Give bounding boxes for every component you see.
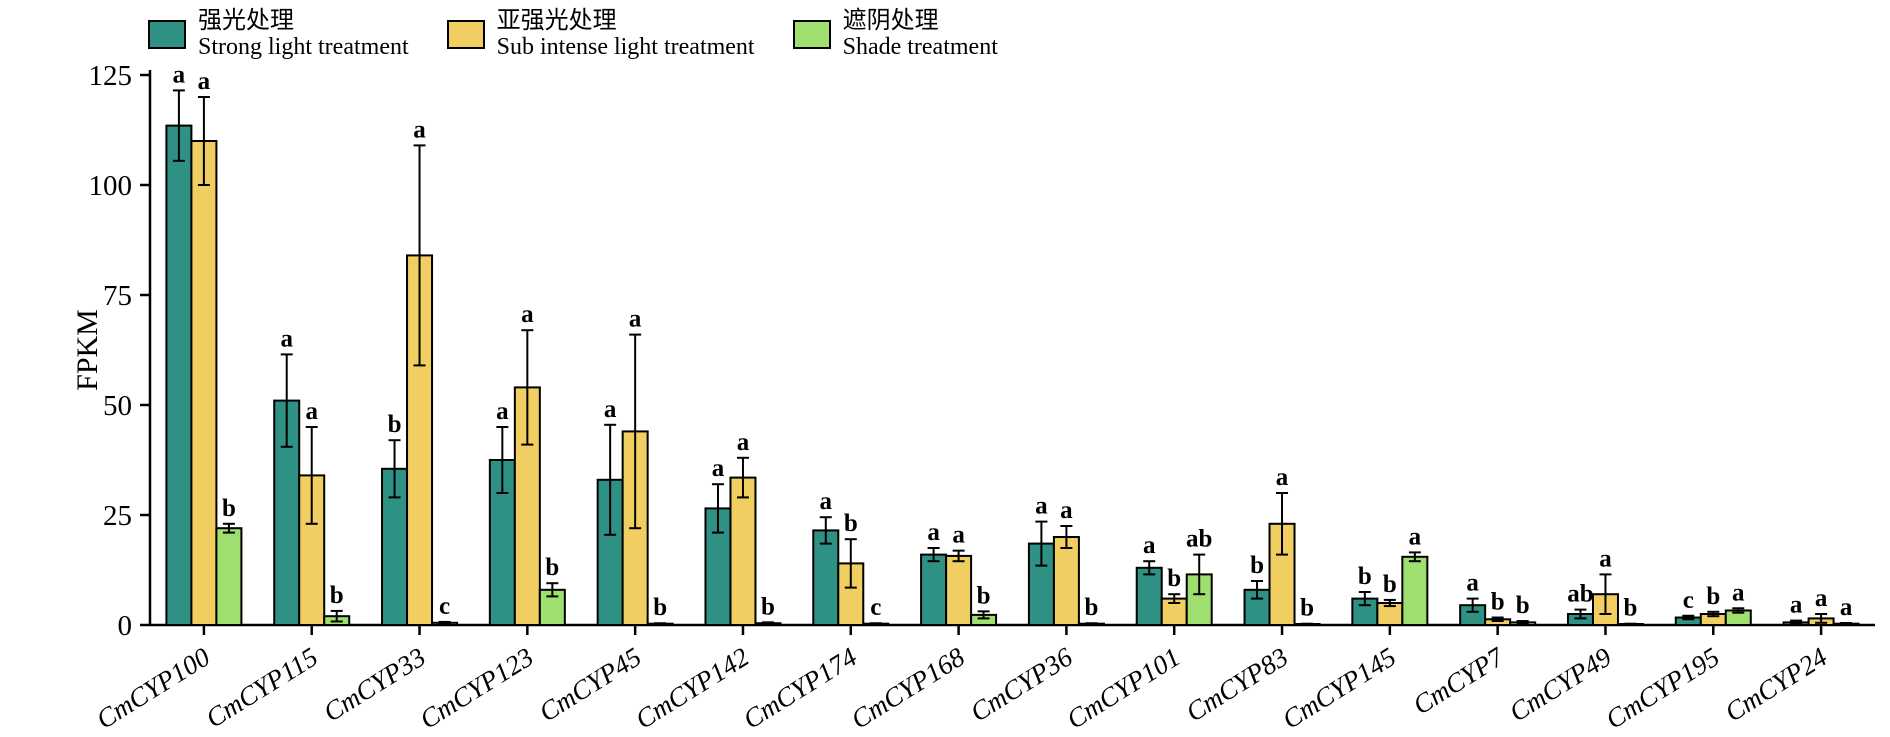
sig-letter: b — [1250, 552, 1264, 579]
sig-letter: a — [604, 396, 617, 423]
legend-label-strong-light-en: Strong light treatment — [198, 34, 409, 61]
sig-letter: a — [1599, 545, 1612, 572]
sig-letter: a — [1143, 532, 1156, 559]
x-tick-label: CmCYP145 — [1277, 642, 1401, 735]
x-tick-label: CmCYP36 — [965, 641, 1078, 727]
sig-letter: a — [737, 429, 750, 456]
sig-letter: c — [870, 594, 881, 621]
legend-item-sub-intense-light: 亚强光处理 Sub intense light treatment — [446, 8, 755, 61]
sig-letter: ab — [1186, 526, 1212, 553]
sig-letter: b — [1491, 589, 1505, 616]
legend-item-strong-light: 强光处理 Strong light treatment — [148, 8, 409, 61]
legend-label-sub-intense-light-zh: 亚强光处理 — [496, 8, 617, 34]
x-tick-label: CmCYP142 — [630, 642, 754, 735]
sig-letter: a — [1840, 594, 1853, 621]
bar — [190, 140, 218, 626]
bar — [165, 124, 193, 626]
x-tick-label: CmCYP101 — [1061, 642, 1185, 735]
bar — [1135, 566, 1163, 626]
bar — [215, 527, 243, 627]
sig-letter: a — [173, 61, 186, 88]
y-axis-label: FPKM — [71, 309, 104, 391]
x-tick-label: CmCYP83 — [1181, 642, 1294, 728]
sig-letter: a — [1060, 497, 1073, 524]
sig-letter: c — [1683, 587, 1694, 614]
sig-letter: b — [1358, 563, 1372, 590]
x-tick-label: CmCYP195 — [1600, 642, 1724, 735]
sig-letter: b — [1383, 571, 1397, 598]
sig-letter: b — [844, 510, 858, 537]
bar — [1401, 555, 1429, 626]
legend-label-shade-zh: 遮阴处理 — [842, 8, 939, 34]
y-tick-label: 125 — [89, 60, 133, 92]
y-tick-label: 0 — [118, 610, 133, 642]
x-tick-label: CmCYP7 — [1408, 641, 1510, 721]
x-tick-label: CmCYP49 — [1504, 641, 1617, 727]
sig-letter: b — [1300, 595, 1314, 622]
legend-item-shade: 遮阴处理 Shade treatment — [792, 8, 998, 61]
sig-letter: a — [712, 455, 725, 482]
sig-letter: a — [1732, 579, 1745, 606]
sig-letter: c — [439, 593, 450, 620]
sig-letter: a — [820, 488, 833, 515]
bar — [920, 553, 948, 626]
y-tick-label: 100 — [89, 170, 133, 202]
x-tick-label: CmCYP123 — [414, 642, 538, 735]
legend-label-sub-intense-light: 亚强光处理 Sub intense light treatment — [497, 8, 755, 61]
sig-letter: a — [952, 522, 965, 549]
y-tick-label: 25 — [103, 500, 132, 532]
sig-letter: a — [1815, 585, 1828, 612]
sig-letter: b — [222, 495, 236, 522]
sig-letter: b — [1624, 595, 1638, 622]
sig-letter: a — [1466, 570, 1479, 597]
legend-swatch-strong-light-icon — [148, 19, 186, 49]
sig-letter: b — [1516, 592, 1530, 619]
x-tick-label: CmCYP33 — [318, 642, 431, 728]
sig-letter: b — [1706, 583, 1720, 610]
legend-label-sub-intense-light-en: Sub intense light treatment — [496, 34, 755, 61]
sig-letter: a — [496, 398, 509, 425]
sig-letter: a — [629, 306, 642, 333]
sig-letter: a — [1790, 592, 1803, 619]
legend-label-shade: 遮阴处理 Shade treatment — [843, 8, 998, 61]
legend-label-shade-en: Shade treatment — [842, 34, 998, 61]
sig-letter: a — [280, 325, 293, 352]
sig-letter: b — [545, 554, 559, 581]
y-tick-label: 75 — [103, 280, 132, 312]
legend-swatch-sub-intense-light-icon — [446, 19, 485, 49]
bar — [945, 554, 973, 626]
legend-swatch-shade-icon — [792, 19, 831, 49]
sig-letter: a — [198, 68, 211, 95]
x-tick-label: CmCYP174 — [738, 642, 862, 735]
bar — [812, 529, 840, 627]
sig-letter: b — [330, 582, 344, 609]
sig-letter: b — [1084, 594, 1098, 621]
sig-letter: b — [388, 411, 402, 438]
sig-letter: a — [1276, 464, 1289, 491]
sig-letter: b — [1167, 565, 1181, 592]
bar — [729, 476, 757, 626]
sig-letter: a — [413, 116, 426, 143]
sig-letter: a — [1409, 523, 1422, 550]
x-tick-label: CmCYP115 — [201, 642, 323, 734]
sig-letter: ab — [1567, 581, 1593, 608]
chart-legend: 强光处理 Strong light treatment 亚强光处理 Sub in… — [148, 8, 998, 61]
sig-letter: b — [977, 582, 991, 609]
sig-letter: a — [1035, 493, 1048, 520]
sig-letter: a — [521, 301, 534, 328]
sig-letter: b — [653, 594, 667, 621]
x-tick-label: CmCYP168 — [846, 641, 970, 734]
sig-letter: b — [761, 593, 775, 620]
x-tick-label: CmCYP100 — [91, 641, 215, 734]
legend-label-strong-light-zh: 强光处理 — [198, 8, 294, 34]
sig-letter: a — [927, 519, 940, 546]
bar — [1052, 536, 1080, 626]
sig-letter: a — [305, 398, 318, 425]
x-tick-label: CmCYP24 — [1720, 642, 1833, 728]
legend-label-strong-light: 强光处理 Strong light treatment — [198, 8, 409, 61]
y-tick-label: 50 — [103, 390, 132, 422]
x-tick-label: CmCYP45 — [534, 642, 647, 728]
